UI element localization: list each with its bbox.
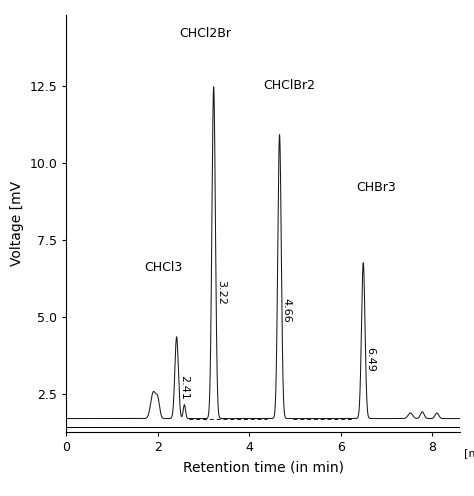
- X-axis label: Retention time (in min): Retention time (in min): [182, 460, 344, 475]
- Text: CHCl3: CHCl3: [145, 261, 183, 274]
- Text: 6.49: 6.49: [365, 347, 375, 372]
- Y-axis label: Voltage [mV: Voltage [mV: [10, 181, 24, 266]
- Text: CHBr3: CHBr3: [356, 181, 396, 194]
- Text: CHCl2Br: CHCl2Br: [180, 27, 231, 40]
- Text: [min: [min: [464, 448, 474, 458]
- Text: 2.41: 2.41: [179, 375, 189, 400]
- Text: 4.66: 4.66: [282, 298, 292, 323]
- Text: 3.22: 3.22: [216, 280, 226, 305]
- Text: CHClBr2: CHClBr2: [264, 79, 316, 92]
